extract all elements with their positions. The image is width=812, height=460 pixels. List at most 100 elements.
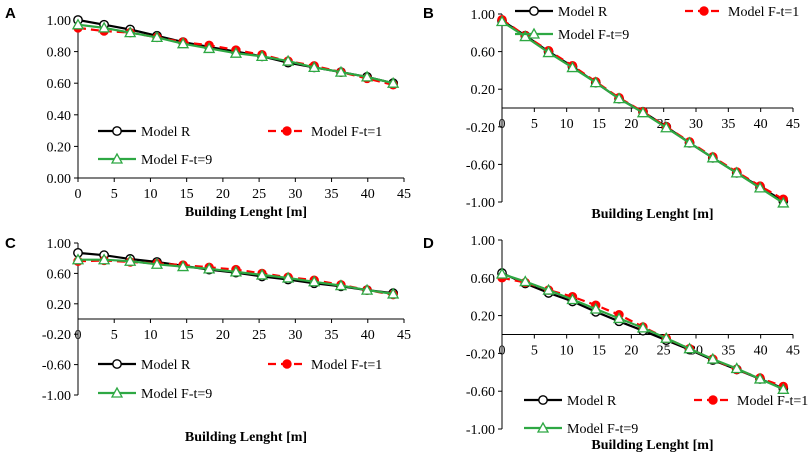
x-tick-label: 20 (624, 344, 638, 359)
x-tick-label: 45 (397, 328, 411, 343)
panel-c: C 1.00 0.60 0.20 -0.20 -0.60 -1.00 0 5 10 15 20 25 3… (5, 235, 411, 445)
x-tick-label: 45 (786, 117, 800, 132)
legend-marker (282, 126, 292, 136)
panel-d-letter: D (423, 235, 434, 252)
legend-marker (527, 27, 541, 39)
y-tick-label: -1.00 (42, 389, 71, 404)
data-point (730, 166, 743, 178)
y-tick-label: 0.60 (471, 272, 496, 287)
data-point (255, 50, 269, 61)
data-point (683, 136, 696, 148)
data-point (519, 275, 532, 287)
data-point (255, 268, 269, 280)
y-tick-label: -0.20 (466, 347, 495, 362)
x-tick-label: 45 (397, 187, 411, 202)
data-point (150, 257, 164, 269)
y-tick-label: -0.20 (466, 121, 495, 136)
data-point (566, 293, 579, 305)
data-point (387, 287, 400, 299)
legend-label: Model F-t=1 (311, 358, 382, 373)
x-tick-label: 0 (499, 117, 506, 132)
x-tick-label: 45 (786, 344, 800, 359)
legend-label: Model R (567, 394, 617, 409)
y-tick-label: 0.80 (47, 46, 72, 61)
series-model-f-t-1 (73, 255, 398, 300)
panel-b-letter: B (423, 5, 434, 22)
legend: Model R Model F-t=1 Model F-t=9 (98, 358, 382, 402)
data-point (730, 362, 743, 374)
legend-label: Model R (141, 125, 191, 140)
data-point (777, 382, 790, 394)
data-point (229, 46, 243, 58)
data-point (281, 54, 295, 66)
data-point (566, 61, 579, 73)
legend-marker (110, 152, 124, 164)
y-tick-label: 0.20 (471, 310, 496, 325)
x-axis-label: Building Lenght [m] (591, 438, 713, 453)
x-tick-label: 30 (288, 328, 302, 343)
data-point (360, 283, 374, 295)
data-point (589, 302, 602, 314)
x-tick-label: 5 (531, 344, 538, 359)
data-point (753, 181, 767, 193)
y-tick-label: 0.20 (47, 140, 72, 155)
x-tick-label: 5 (111, 187, 118, 202)
x-axis-label: Building Lenght [m] (591, 207, 713, 222)
x-tick-label: 0 (499, 344, 506, 359)
data-point (387, 76, 400, 88)
panel-a: A 0.00 0.20 0.40 0.60 0.80 1.00 0 5 10 15 20 25 30 35… (5, 5, 411, 220)
panel-b: B 1.000.600.20-0.20-0.60-1.0005101520253… (423, 5, 800, 222)
data-point (334, 279, 348, 291)
legend-label: Model R (558, 5, 608, 20)
y-tick-label: 0.20 (47, 298, 72, 313)
data-point (334, 65, 348, 77)
legend-marker (529, 6, 539, 16)
data-point (636, 321, 650, 333)
x-tick-label: 10 (143, 187, 157, 202)
series-model-f-t-9 (495, 15, 790, 208)
y-tick-label: 1.00 (47, 14, 72, 29)
x-tick-label: 35 (325, 328, 339, 343)
legend-label: Model F-t=9 (567, 422, 638, 437)
x-axis-label: Building Lenght [m] (185, 205, 307, 220)
x-tick-label: 5 (111, 328, 118, 343)
x-tick-label: 40 (361, 187, 375, 202)
x-tick-label: 10 (560, 117, 574, 132)
legend-marker (282, 359, 292, 369)
y-tick-label: 1.00 (471, 234, 496, 249)
data-point (495, 15, 509, 27)
data-point (612, 92, 626, 104)
data-point (97, 21, 111, 33)
series-model-f-t-9 (71, 253, 400, 299)
legend-label: Model F-t=9 (558, 28, 629, 43)
data-point (150, 31, 164, 43)
y-tick-label: -0.60 (42, 359, 71, 374)
data-point (71, 18, 85, 30)
data-point (660, 121, 673, 133)
data-point (176, 260, 190, 272)
panel-a-letter: A (5, 5, 16, 22)
x-tick-label: 15 (592, 117, 606, 132)
data-point (542, 46, 555, 58)
y-tick-label: 0.20 (471, 83, 496, 98)
data-point (203, 262, 216, 274)
data-point (308, 61, 321, 73)
x-tick-label: 10 (143, 328, 157, 343)
data-point (97, 253, 111, 265)
series-model-f-t-9 (495, 267, 790, 394)
y-tick-label: 0.60 (47, 77, 72, 92)
data-point (176, 37, 190, 49)
y-tick-label: -0.60 (466, 158, 495, 173)
y-tick-label: -1.00 (466, 196, 495, 211)
legend-marker (112, 126, 122, 136)
x-axis-label: Building Lenght [m] (185, 430, 307, 445)
data-point (71, 253, 85, 265)
y-tick-label: 0.40 (47, 109, 72, 124)
x-tick-label: 30 (288, 187, 302, 202)
legend: Model R Model F-t=1 Model F-t=9 (524, 394, 808, 437)
series-model-f-t-9 (71, 18, 400, 88)
x-tick-label: 25 (252, 187, 266, 202)
x-tick-label: 40 (754, 117, 768, 132)
x-tick-label: 35 (325, 187, 339, 202)
